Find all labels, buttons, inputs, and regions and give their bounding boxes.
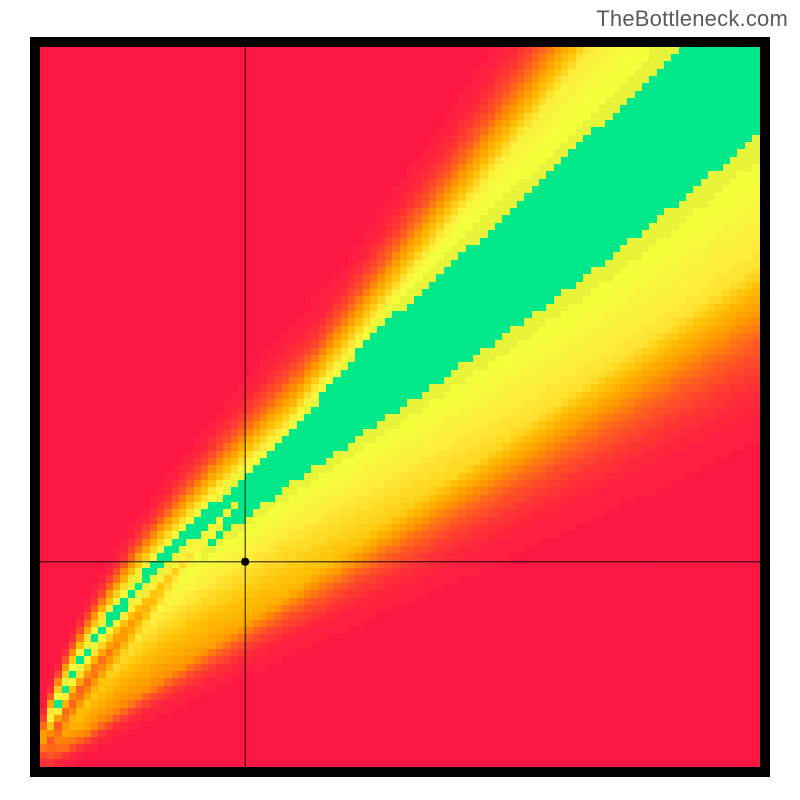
watermark-text: TheBottleneck.com — [596, 6, 788, 32]
bottleneck-heatmap — [40, 47, 760, 767]
heatmap-frame — [30, 37, 770, 777]
